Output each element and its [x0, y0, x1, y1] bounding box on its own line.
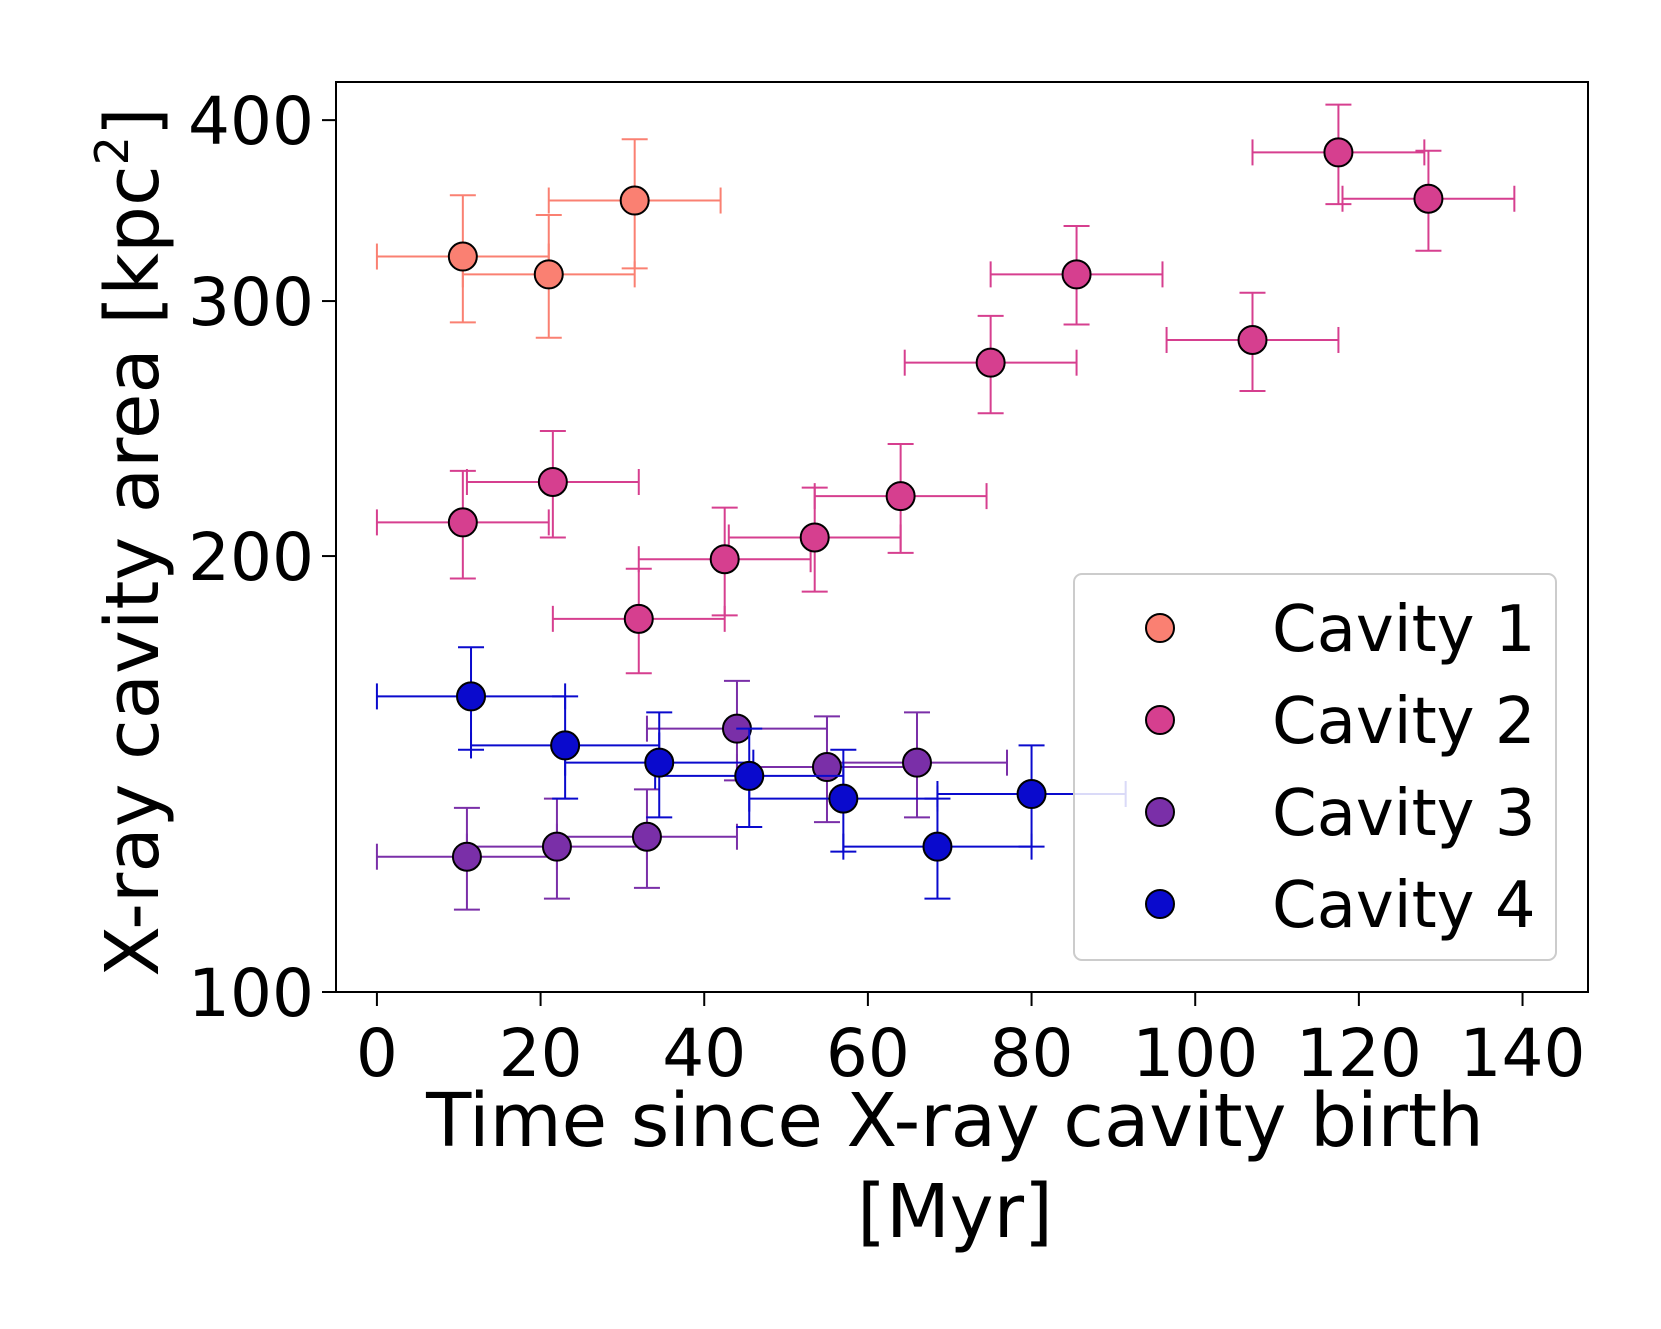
data-point — [644, 747, 675, 778]
x-tick-label: 60 — [826, 1015, 910, 1092]
x-tick-label: 40 — [662, 1015, 746, 1092]
legend-marker — [1145, 613, 1175, 643]
data-point — [631, 821, 662, 852]
data-point — [1323, 137, 1354, 168]
x-tick-label: 120 — [1296, 1015, 1422, 1092]
x-axis-label-unit: [Myr] — [857, 1169, 1053, 1255]
data-point — [1061, 259, 1092, 290]
data-point — [541, 831, 572, 862]
data-point — [447, 241, 478, 272]
series-3 — [375, 679, 1009, 911]
legend-label: Cavity 4 — [1272, 869, 1536, 943]
legend-label: Cavity 1 — [1272, 593, 1536, 667]
legend-label: Cavity 2 — [1272, 685, 1536, 759]
legend: Cavity 1 Cavity 2 Cavity 3 Cavity 4 — [1073, 573, 1557, 961]
data-point — [799, 522, 830, 553]
series-2 — [375, 103, 1516, 675]
data-point — [922, 831, 953, 862]
data-point — [975, 347, 1006, 378]
data-point — [811, 752, 842, 783]
data-point — [1237, 324, 1268, 355]
legend-marker — [1145, 889, 1175, 919]
x-tick-label: 0 — [356, 1015, 398, 1092]
data-point — [447, 507, 478, 538]
data-point — [550, 730, 581, 761]
axes-layer: 0 20 40 60 80 100 120 140 100 200 300 400 — [188, 81, 1589, 1092]
x-axis-label: Time since X-ray cavity birth — [425, 1078, 1484, 1164]
data-point — [734, 760, 765, 791]
y-tick-label: 200 — [188, 519, 314, 596]
x-tick-label: 100 — [1132, 1015, 1258, 1092]
data-point — [828, 783, 859, 814]
y-tick-label: 300 — [188, 264, 314, 341]
data-point — [456, 681, 487, 712]
x-tick-label: 80 — [990, 1015, 1074, 1092]
y-tick-label: 100 — [188, 955, 314, 1032]
data-point — [451, 841, 482, 872]
y-axis-label: X-ray cavity area [kpc2] — [85, 107, 176, 977]
y-tick-label: 400 — [188, 83, 314, 160]
y-axis-label-bracket: ] — [90, 107, 176, 136]
data-point — [533, 259, 564, 290]
data-point — [623, 603, 654, 634]
data-point — [901, 747, 932, 778]
data-point — [1016, 779, 1047, 810]
legend-label: Cavity 3 — [1272, 777, 1536, 851]
legend-marker — [1145, 797, 1175, 827]
x-tick-label: 140 — [1460, 1015, 1586, 1092]
y-axis-label-text: X-ray cavity area [kpc — [90, 165, 176, 976]
series-layer — [375, 103, 1516, 911]
data-point — [537, 466, 568, 497]
series-4 — [375, 646, 1127, 900]
data-point — [1413, 183, 1444, 214]
series-1 — [375, 138, 722, 339]
legend-box — [1073, 573, 1557, 961]
plot-frame — [335, 81, 1589, 993]
legend-marker — [1145, 705, 1175, 735]
x-tick-label: 20 — [499, 1015, 583, 1092]
data-point — [619, 185, 650, 216]
y-axis-label-superscript: 2 — [85, 136, 139, 165]
data-point — [885, 481, 916, 512]
data-point — [709, 544, 740, 575]
